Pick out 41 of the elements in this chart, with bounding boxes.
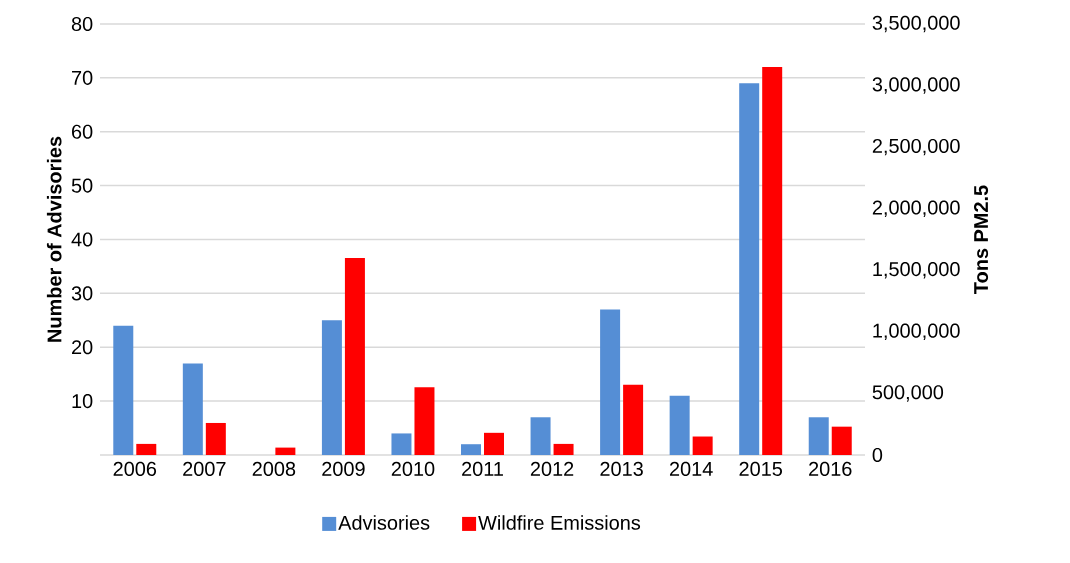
- bar: [136, 443, 157, 455]
- x-tick-label: 2013: [600, 461, 643, 476]
- x-tick-label: 2010: [391, 461, 435, 476]
- y2-tick-label: 500,000: [872, 385, 944, 402]
- x-tick-label: 2012: [530, 461, 574, 476]
- x-tick-label: 2015: [739, 461, 783, 476]
- y-tick-label: 20: [72, 340, 93, 355]
- x-tick-label: 2008: [252, 461, 296, 476]
- x-tick-label: 2007: [183, 461, 226, 476]
- y2-tick-label: 1,500,000: [873, 262, 960, 279]
- x-tick-label: 2009: [322, 461, 365, 476]
- x-tick-label: 2006: [113, 461, 157, 476]
- y-tick-label: 70: [72, 70, 93, 85]
- y-tick-label: 40: [71, 232, 93, 247]
- x-tick-label: 2011: [462, 461, 503, 476]
- bar: [414, 387, 435, 455]
- y2-tick-label: 1,000,000: [873, 323, 960, 341]
- bar: [113, 325, 134, 455]
- y-axis-title: Number of Advisories: [46, 136, 62, 342]
- x-tick-label: 2014: [669, 461, 713, 476]
- y-tick-label: 80: [71, 16, 93, 32]
- y2-tick-label: 2,500,000: [872, 138, 960, 156]
- bar: [275, 447, 296, 455]
- y-tick-label: 30: [71, 286, 93, 301]
- y2-tick-label: 2,000,000: [872, 200, 960, 217]
- legend-label: Advisories: [338, 515, 430, 530]
- legend-label: Wildfire Emissions: [478, 515, 641, 530]
- bar: [692, 436, 713, 455]
- y-tick-label: 60: [72, 124, 93, 139]
- y2-axis-title: Tons PM2.5: [973, 185, 989, 294]
- bar: [530, 417, 551, 455]
- y2-tick-label: 3,000,000: [872, 77, 960, 94]
- bar: [182, 363, 203, 455]
- y2-tick-label: 3,500,000: [872, 15, 960, 33]
- bar: [669, 395, 690, 455]
- x-tick-label: 2016: [809, 461, 852, 476]
- bar: [484, 432, 505, 455]
- y2-tick-label: 0: [872, 447, 883, 463]
- y-tick-label: 10: [72, 394, 93, 409]
- y-tick-label: 50: [71, 178, 93, 193]
- bar: [600, 309, 621, 455]
